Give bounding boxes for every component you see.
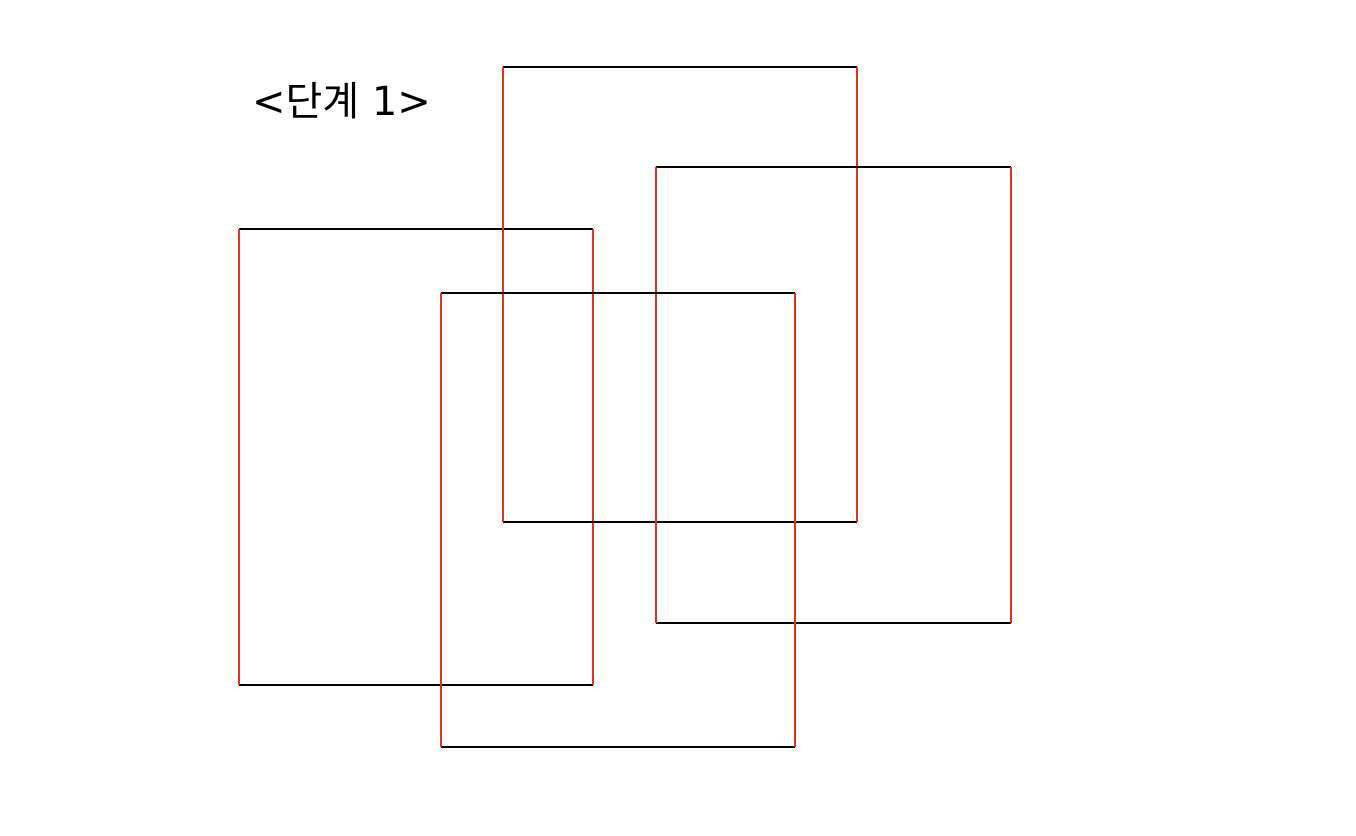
step-title: <단계 1> (252, 79, 431, 125)
rect-top (502, 66, 858, 523)
rect-left (238, 228, 594, 686)
rect-right (655, 166, 1012, 624)
rect-bottom (440, 292, 796, 748)
